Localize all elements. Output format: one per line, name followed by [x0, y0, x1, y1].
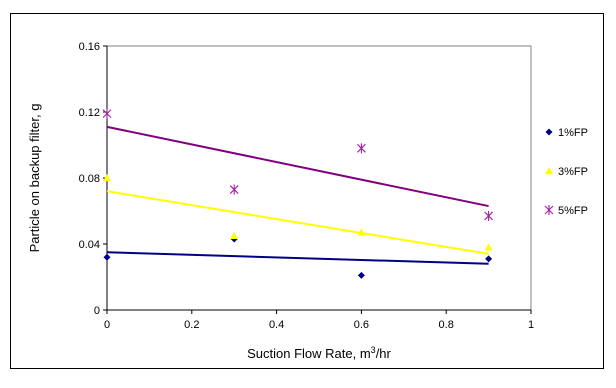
- data-point-1%FP: [357, 271, 365, 279]
- x-axis-title-sup: 3: [371, 345, 376, 355]
- data-point-1%FP: [485, 255, 493, 263]
- y-tick-label: 0.08: [79, 173, 100, 185]
- x-axis-title-main: Suction Flow Rate, m: [247, 346, 371, 361]
- data-point-5%FP: [484, 210, 493, 221]
- x-tick-label: 1: [528, 319, 534, 331]
- x-axis-title: Suction Flow Rate, m3/hr: [247, 345, 391, 361]
- trendline-1%FP: [106, 251, 489, 265]
- trendlines: [106, 125, 489, 265]
- y-tick-label: 0.16: [79, 41, 100, 53]
- legend-label: 3%FP: [558, 166, 588, 178]
- x-tick-label: 0: [104, 319, 110, 331]
- x-tick-label: 0.2: [184, 319, 199, 331]
- axes: 0 0.04 0.08 0.12 0.16 0 0.2 0.4 0.6 0.8 1: [79, 41, 534, 331]
- x-tick-label: 0.6: [354, 319, 369, 331]
- legend-label: 1%FP: [558, 127, 588, 139]
- y-axis-title: Particle on backup filter, g: [27, 104, 42, 253]
- trendline-5%FP: [106, 125, 489, 208]
- data-point-5%FP: [357, 143, 366, 154]
- plot-area: [106, 45, 532, 311]
- data-points: [102, 108, 493, 279]
- legend-label: 5%FP: [558, 205, 588, 217]
- legend: 1%FP 3%FP 5%FP: [544, 127, 588, 217]
- data-point-3%FP: [230, 231, 239, 239]
- chart-frame: 0 0.04 0.08 0.12 0.16 0 0.2 0.4 0.6 0.8 1 1%FP 3%FP…: [10, 13, 604, 369]
- legend-marker-1%FP: [545, 128, 553, 136]
- x-tick-label: 0.4: [269, 319, 284, 331]
- x-axis-title-suffix: /hr: [376, 346, 392, 361]
- data-point-3%FP: [484, 243, 493, 251]
- plot-area-border: [106, 45, 532, 311]
- y-tick-label: 0: [94, 305, 100, 317]
- data-point-5%FP: [229, 184, 239, 195]
- y-tick-label: 0.04: [79, 239, 100, 251]
- chart: 0 0.04 0.08 0.12 0.16 0 0.2 0.4 0.6 0.8 1 1%FP 3%FP…: [27, 41, 588, 361]
- x-tick-label: 0.8: [439, 319, 454, 331]
- data-point-1%FP: [103, 253, 111, 261]
- y-tick-label: 0.12: [79, 107, 100, 119]
- legend-marker-5%FP: [544, 205, 554, 215]
- legend-marker-3%FP: [545, 167, 553, 175]
- data-point-3%FP: [357, 228, 366, 236]
- data-point-5%FP: [102, 108, 112, 119]
- data-point-3%FP: [103, 174, 111, 182]
- trendline-3%FP: [106, 190, 489, 255]
